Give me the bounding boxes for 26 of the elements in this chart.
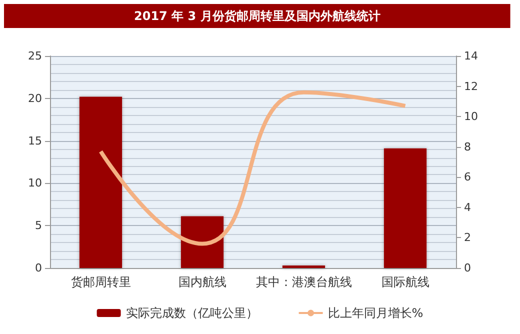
y2-tick-label: 14 (464, 50, 478, 62)
y2-tick-label: 4 (464, 200, 471, 214)
y2-tick-label: 2 (464, 231, 471, 244)
x-tick-label: 国内航线 (178, 275, 226, 289)
y-tick-label: 15 (28, 134, 42, 148)
y2-tick-label: 12 (464, 80, 478, 93)
bar (79, 96, 122, 268)
legend-label: 实际完成数（亿吨公里） (126, 306, 258, 320)
x-tick-label: 国际航线 (381, 275, 430, 289)
y2-tick-label: 6 (464, 170, 471, 184)
x-tick-label: 货邮周转里 (70, 275, 131, 289)
y2-tick-label: 8 (464, 140, 471, 154)
y-tick-label: 10 (28, 176, 42, 190)
bar (180, 216, 224, 268)
y-tick-label: 5 (35, 219, 42, 232)
legend-label: 比上年同月增长% (328, 306, 424, 320)
y2-tick-label: 0 (464, 262, 471, 274)
bar (282, 265, 326, 268)
bar (384, 148, 427, 268)
y-tick-label: 0 (35, 262, 42, 274)
x-tick-label: 其中：港澳台航线 (256, 275, 352, 289)
y-tick-label: 20 (28, 92, 42, 105)
y-tick-label: 25 (28, 50, 42, 62)
y2-tick-label: 10 (464, 110, 478, 124)
line-series (98, 90, 408, 246)
chart-title: 2017 年 3 月份货邮周转里及国内外航线统计 (134, 9, 380, 23)
